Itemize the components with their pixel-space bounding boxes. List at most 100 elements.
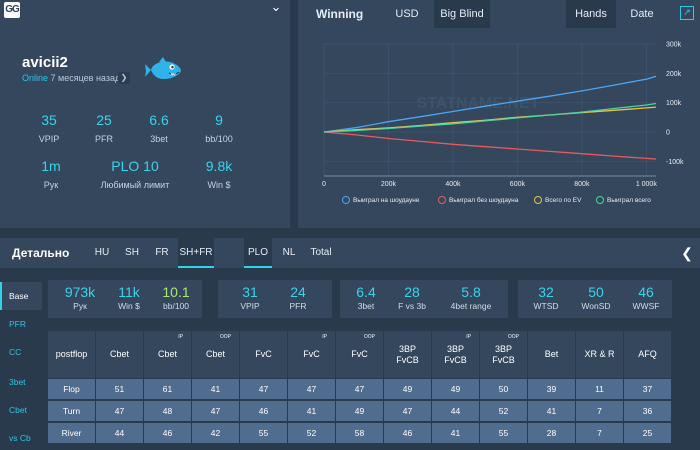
tab-date[interactable]: Date: [630, 8, 654, 20]
tab-hu[interactable]: HU: [94, 247, 110, 258]
card-stat-pfr: 24 PFR: [289, 284, 307, 311]
table-cell: 51: [96, 379, 143, 399]
sidebar-item-3bet[interactable]: 3bet: [9, 377, 26, 387]
tab-nl[interactable]: NL: [282, 247, 296, 258]
share-icon[interactable]: ❯: [118, 72, 130, 84]
stat-pfr: 25 PFR: [95, 112, 113, 144]
table-header: Cbet IP: [144, 331, 191, 378]
tab-total[interactable]: Total: [310, 247, 332, 258]
y-tick-label: 0: [666, 130, 670, 137]
chart-title: Winning: [316, 7, 364, 21]
x-tick-label: 1 000k: [636, 181, 658, 188]
table-header: FvC: [240, 331, 287, 378]
table-cell: 41: [528, 401, 575, 421]
stat-3bet: 6.6 3bet: [149, 112, 169, 144]
card-stat-bb100: 10.1 bb/100: [162, 284, 190, 311]
fish-avatar-icon: [145, 57, 181, 79]
chart-tabs: Winning USD Big Blind Hands Date ↗: [298, 0, 700, 28]
winnings-chart: STATNAME.NET 300k 200k 100k 0 -100k 0 200k 400…: [322, 42, 684, 189]
series-line-1: [323, 131, 657, 160]
chart-legend: Выиграл на шоудауне Выиграл без шоудауна…: [298, 196, 700, 210]
table-header: Cbet: [96, 331, 143, 378]
tab-fr[interactable]: FR: [155, 247, 169, 258]
table-cell: 48: [144, 401, 191, 421]
stat-favorite-limit: PLO 10 Любимый лимит: [100, 158, 170, 190]
profile-panel: GG ⌄ avicii2 Online 7 месяцев назад ❯ 35…: [0, 0, 290, 228]
table-header: AFQ: [624, 331, 671, 378]
y-tick-label: 300k: [666, 42, 682, 49]
table-cell: 55: [240, 423, 287, 443]
details-bar: Детально HU SH FR SH+FR PLO NL Total ❮: [0, 238, 700, 268]
card-3bet: 6.4 3bet 28 F vs 3b 5.8 4bet range: [340, 280, 508, 318]
table-cell: 7: [576, 423, 623, 443]
sidebar-item-cc[interactable]: CC: [9, 347, 22, 357]
table-header-label: FvC: [255, 349, 272, 359]
table-row-label: Turn: [48, 401, 95, 421]
series-line-0: [323, 75, 657, 133]
card-stat-wonsd: 50 WonSD: [581, 284, 611, 311]
table-cell: 47: [384, 401, 431, 421]
sidebar-item-pfr[interactable]: PFR: [9, 319, 26, 329]
sidebar-item-cbet[interactable]: Cbet: [9, 405, 27, 415]
chart-grid: [323, 43, 656, 177]
chart-x-ticks: 0 200k 400k 600k 800k 1 000k: [322, 181, 657, 188]
table-header-label: Cbet: [157, 349, 177, 359]
table-header: FvC IP: [288, 331, 335, 378]
postflop-table: postflop Cbet Cbet IP Cbet OOP FvC FvC IP FvC OOP 3…: [48, 331, 672, 443]
tab-usd[interactable]: USD: [395, 8, 419, 20]
card-stat-wtsd: 32 WTSD: [533, 284, 559, 311]
tab-sh-fr[interactable]: SH+FR: [178, 238, 214, 268]
table-header-label: XR & R: [584, 349, 615, 359]
legend-non-showdown[interactable]: Выиграл без шоудауна: [438, 196, 518, 206]
chevron-down-icon[interactable]: ⌄: [270, 0, 282, 14]
table-header-label: 3BP FvCB: [444, 343, 467, 365]
sidebar-item-base[interactable]: Base: [0, 282, 42, 310]
tab-hands[interactable]: Hands: [566, 0, 616, 28]
card-stat-f-vs-3b: 28 F vs 3b: [398, 284, 426, 311]
legend-showdown[interactable]: Выиграл на шоудауне: [342, 196, 419, 206]
table-row-label: River: [48, 423, 95, 443]
chart-panel: Winning USD Big Blind Hands Date ↗ STATN…: [298, 0, 700, 228]
table-cell: 49: [384, 379, 431, 399]
card-stat-4bet-range: 5.8 4bet range: [450, 284, 492, 311]
status-line: Online 7 месяцев назад: [22, 73, 120, 83]
details-title: Детально: [12, 246, 70, 260]
table-cell: 52: [288, 423, 335, 443]
table-cell: 52: [480, 401, 527, 421]
tab-sh[interactable]: SH: [125, 247, 139, 258]
stat-win-usd: 9.8k Win $: [205, 158, 233, 190]
table-cell: 49: [336, 401, 383, 421]
card-general: 973k Рук 11k Win $ 10.1 bb/100: [48, 280, 202, 318]
tab-plo[interactable]: PLO: [244, 238, 272, 268]
table-cell: 47: [288, 379, 335, 399]
table-header-label: Cbet: [205, 349, 225, 359]
table-cell: 47: [192, 401, 239, 421]
x-tick-label: 600k: [510, 181, 526, 188]
table-row-label: Flop: [48, 379, 95, 399]
legend-total[interactable]: Выиграл всего: [596, 196, 651, 206]
card-stat-3bet: 6.4 3bet: [356, 284, 376, 311]
table-cell: 7: [576, 401, 623, 421]
chevron-left-icon[interactable]: ❮: [681, 245, 693, 261]
table-cell: 46: [384, 423, 431, 443]
table-cell: 11: [576, 379, 623, 399]
table-cell: 46: [144, 423, 191, 443]
tab-big-blind[interactable]: Big Blind: [434, 0, 490, 28]
table-cell: 58: [336, 423, 383, 443]
table-cell: 49: [432, 379, 479, 399]
expand-icon[interactable]: ↗: [680, 6, 694, 20]
table-cell: 42: [192, 423, 239, 443]
card-preflop: 31 VPIP 24 PFR: [218, 280, 332, 318]
sidebar-item-vs-cb[interactable]: vs Cb: [9, 433, 31, 443]
series-line-3: [323, 102, 657, 133]
table-header-label: AFQ: [638, 349, 657, 359]
card-showdown: 32 WTSD 50 WonSD 46 WWSF: [518, 280, 672, 318]
table-cell: 47: [240, 379, 287, 399]
legend-ev[interactable]: Всего по EV: [534, 196, 581, 206]
table-header-label: 3BP FvCB: [396, 343, 419, 365]
table-cell: 41: [192, 379, 239, 399]
table-header: postflop: [48, 331, 95, 378]
stat-vpip: 35 VPIP: [38, 112, 60, 144]
table-cell: 37: [624, 379, 671, 399]
